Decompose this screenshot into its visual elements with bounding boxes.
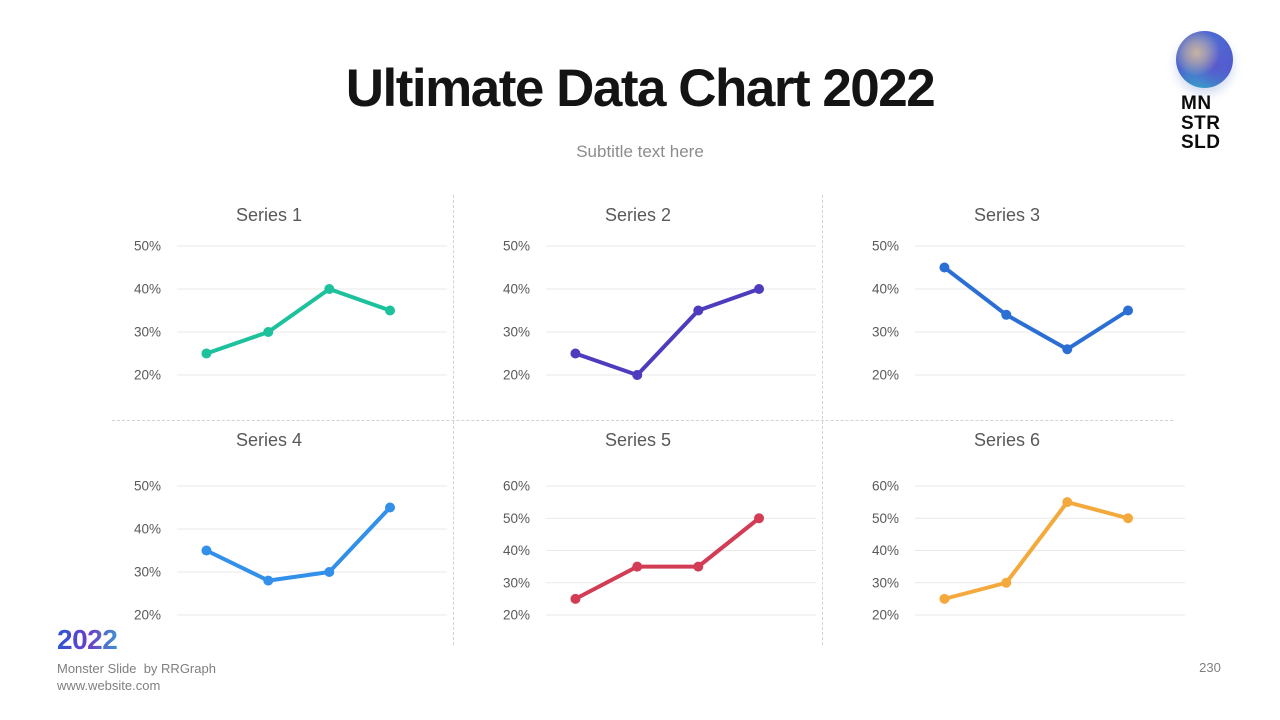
- svg-text:50%: 50%: [503, 511, 530, 526]
- svg-text:50%: 50%: [134, 239, 161, 254]
- svg-text:20%: 20%: [872, 368, 899, 383]
- svg-text:40%: 40%: [503, 543, 530, 558]
- chart-title: Series 2: [604, 205, 672, 225]
- svg-text:50%: 50%: [503, 239, 530, 254]
- svg-text:30%: 30%: [872, 325, 899, 340]
- chart-title: Series 3: [973, 205, 1041, 225]
- svg-text:50%: 50%: [134, 479, 161, 494]
- svg-text:20%: 20%: [503, 608, 530, 623]
- svg-text:40%: 40%: [872, 282, 899, 297]
- page-number: 230: [1199, 660, 1221, 675]
- horizontal-dashed-divider: [112, 420, 1173, 421]
- series-1-plot: 50% 40% 30% 20%: [134, 239, 447, 383]
- svg-text:30%: 30%: [134, 325, 161, 340]
- year-badge: 2022: [57, 624, 118, 655]
- svg-text:30%: 30%: [134, 565, 161, 580]
- slide-subtitle: Subtitle text here: [576, 142, 704, 161]
- svg-text:50%: 50%: [872, 511, 899, 526]
- svg-text:40%: 40%: [134, 522, 161, 537]
- chart-series-4: Series 4 50% 40% 30% 20%: [85, 420, 453, 645]
- svg-text:30%: 30%: [872, 575, 899, 590]
- svg-text:30%: 30%: [503, 575, 530, 590]
- svg-text:40%: 40%: [872, 543, 899, 558]
- credit-line: Monster Slide by RRGraph: [57, 661, 216, 676]
- svg-text:20%: 20%: [134, 608, 161, 623]
- brand-logo-line: SLD: [1181, 132, 1221, 153]
- svg-text:40%: 40%: [134, 282, 161, 297]
- svg-text:20%: 20%: [503, 368, 530, 383]
- series-5-plot: 60% 50% 40% 30% 20%: [503, 479, 816, 623]
- chart-series-6: Series 6 60% 50% 40% 30% 20%: [823, 420, 1191, 645]
- series-6-plot: 60% 50% 40% 30% 20%: [872, 479, 1185, 623]
- chart-title: Series 6: [973, 430, 1041, 450]
- series-2-plot: 50% 40% 30% 20%: [503, 239, 816, 383]
- sphere-logo-icon: [1176, 31, 1233, 88]
- chart-series-2: Series 2 50% 40% 30% 20%: [454, 195, 822, 420]
- svg-text:20%: 20%: [872, 608, 899, 623]
- brand-logo-text: MN STR SLD: [1181, 94, 1246, 153]
- series-3-plot: 50% 40% 30% 20%: [872, 239, 1185, 383]
- chart-title: Series 4: [235, 430, 303, 450]
- chart-series-3: Series 3 50% 40% 30% 20%: [823, 195, 1191, 420]
- svg-text:50%: 50%: [872, 239, 899, 254]
- chart-series-5: Series 5 60% 50% 40% 30% 20%: [454, 420, 822, 645]
- svg-text:60%: 60%: [503, 479, 530, 494]
- brand-logo-line: STR: [1181, 112, 1221, 134]
- series-4-plot: 50% 40% 30% 20%: [134, 479, 447, 623]
- slide-title: Ultimate Data Chart 2022: [345, 59, 936, 118]
- brand-logo-line: MN: [1181, 93, 1212, 114]
- svg-text:40%: 40%: [503, 282, 530, 297]
- svg-text:30%: 30%: [503, 325, 530, 340]
- svg-text:60%: 60%: [872, 479, 899, 494]
- chart-title: Series 5: [604, 430, 672, 450]
- chart-title: Series 1: [235, 205, 303, 225]
- svg-text:20%: 20%: [134, 368, 161, 383]
- website-url: www.website.com: [57, 678, 161, 693]
- brand-logo: MN STR SLD: [1176, 31, 1246, 153]
- chart-series-1: Series 1 50% 40% 30% 20%: [85, 195, 453, 420]
